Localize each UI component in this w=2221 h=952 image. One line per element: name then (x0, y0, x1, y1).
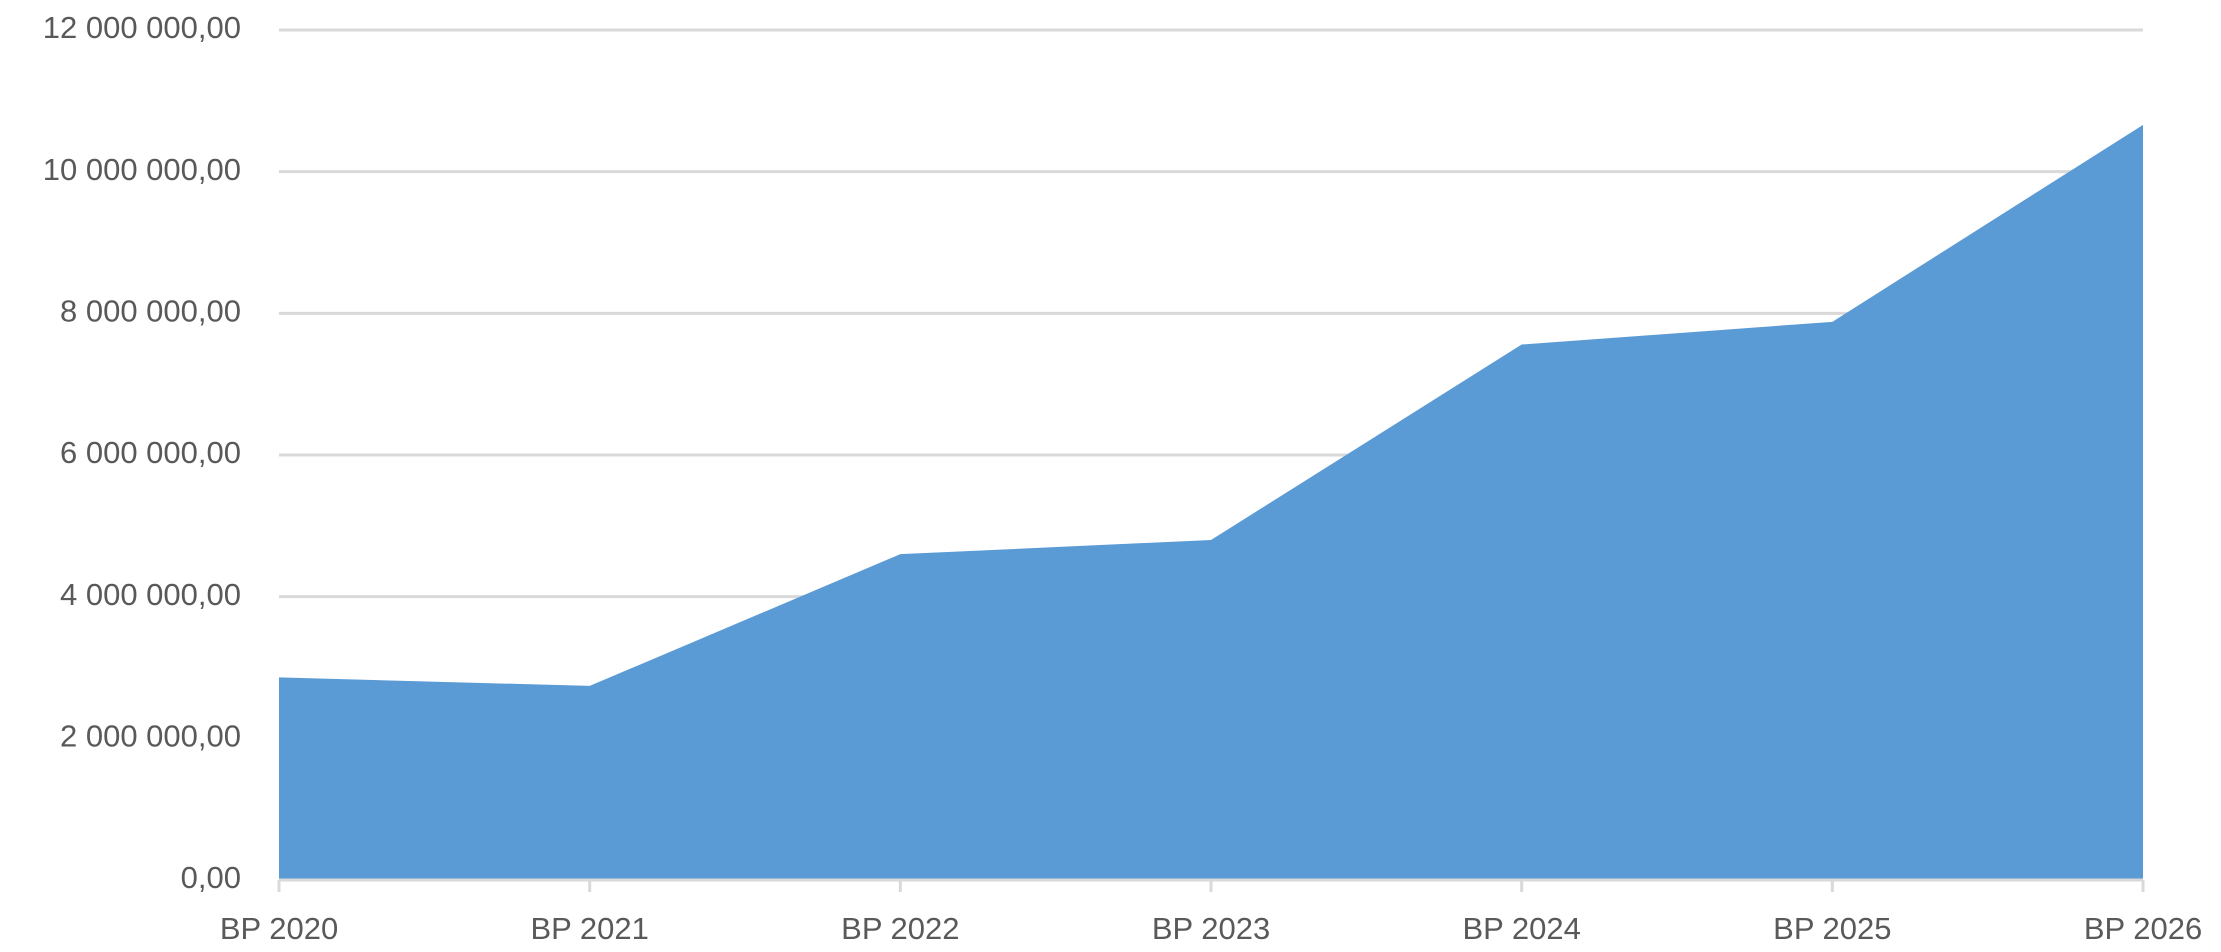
x-tick-label: BP 2026 (2084, 911, 2202, 946)
x-tick-label: BP 2022 (841, 911, 959, 946)
y-tick-label: 4 000 000,00 (60, 577, 241, 612)
y-tick-label: 10 000 000,00 (43, 152, 241, 187)
y-tick-label: 8 000 000,00 (60, 294, 241, 329)
y-tick-label: 6 000 000,00 (60, 435, 241, 470)
area (279, 124, 2143, 880)
x-tick-label: BP 2020 (220, 911, 338, 946)
x-tick-label: BP 2021 (530, 911, 648, 946)
x-tick-label: BP 2024 (1462, 911, 1580, 946)
x-tick-label: BP 2025 (1773, 911, 1891, 946)
x-tick-label: BP 2023 (1152, 911, 1270, 946)
y-tick-label: 2 000 000,00 (60, 719, 241, 754)
y-tick-label: 0,00 (181, 860, 241, 895)
y-tick-label: 12 000 000,00 (43, 10, 241, 45)
